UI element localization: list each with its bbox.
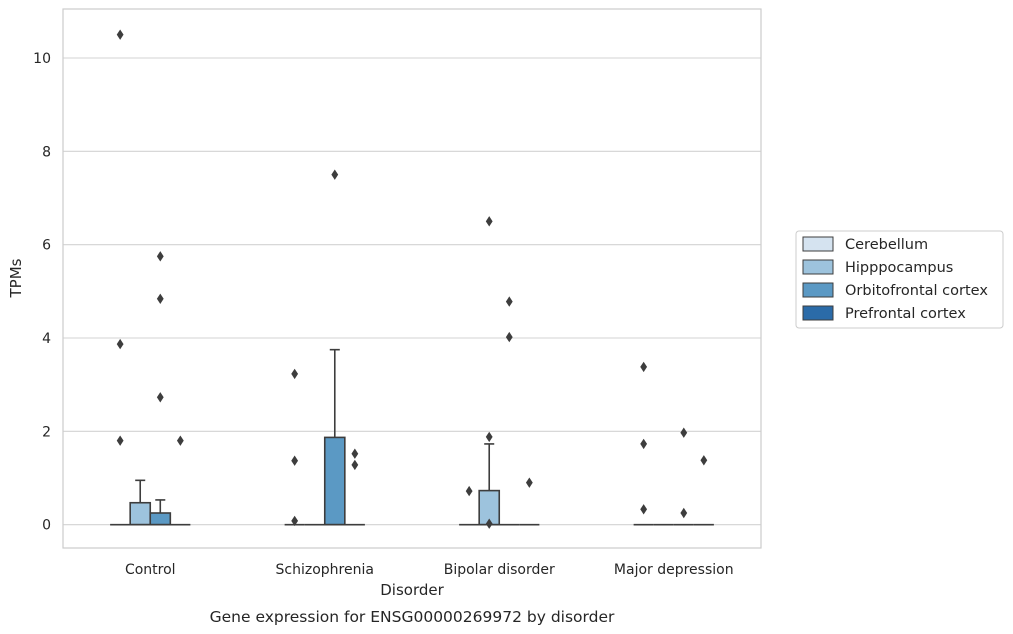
outlier-point [176, 435, 184, 446]
outlier-point [640, 504, 648, 515]
outlier-point [485, 216, 493, 227]
box-group [673, 427, 694, 526]
x-tick-label: Schizophrenia [276, 562, 374, 578]
outlier-point [331, 169, 339, 180]
outlier-point [525, 477, 533, 488]
outlier-point [116, 29, 124, 40]
legend-swatch [802, 236, 834, 252]
legend-label: Hipppocampus [845, 260, 953, 276]
outlier-point [640, 438, 648, 450]
outlier-point [351, 448, 359, 459]
box-group [633, 361, 654, 526]
box-group [284, 368, 305, 527]
box-group [129, 479, 152, 526]
legend-label: Prefrontal cortex [845, 306, 966, 322]
x-tick-label: Control [125, 562, 176, 578]
outlier-point [505, 296, 513, 307]
box [149, 512, 172, 526]
outlier-point [156, 251, 164, 262]
legend-frame [795, 230, 1004, 329]
box-group [170, 435, 191, 526]
outlier-point [485, 518, 493, 529]
box-group [110, 29, 131, 526]
box-group [693, 455, 714, 526]
x-tick-label: Major depression [614, 562, 734, 578]
y-tick-label: 8 [42, 144, 51, 160]
box-group [323, 169, 346, 526]
outlier-point [116, 338, 124, 350]
legend-swatch [802, 305, 834, 321]
plot-frame [62, 8, 762, 549]
outlier-point [680, 507, 688, 519]
legend-items: Cerebellum Hipppocampus Orbitofrontal cort… [802, 236, 988, 322]
y-tick-label: 0 [42, 518, 51, 534]
outlier-point [505, 331, 513, 343]
outlier-point [156, 293, 164, 304]
outlier-point [116, 435, 124, 446]
outlier-point [291, 368, 299, 380]
outlier-point [680, 427, 688, 438]
grid-lines [63, 57, 761, 526]
y-tick-labels: 0 2 4 6 8 10 [33, 51, 51, 534]
box-group [459, 485, 480, 526]
outlier-point [291, 515, 299, 527]
box-group [344, 448, 365, 526]
y-tick-label: 2 [42, 424, 51, 440]
outlier-point [291, 455, 299, 466]
y-tick-label: 10 [33, 51, 51, 67]
box-group [519, 477, 540, 526]
y-tick-label: 4 [42, 331, 51, 347]
box [129, 501, 152, 526]
legend-swatch [802, 282, 834, 298]
box-group [478, 216, 501, 529]
x-axis-label: Disorder [380, 581, 444, 599]
box-group [499, 296, 520, 526]
x-tick-labels: Control Schizophrenia Bipolar disorder Majo… [125, 562, 734, 578]
box-group [149, 251, 172, 526]
outlier-point [465, 485, 473, 497]
legend-label: Cerebellum [845, 237, 928, 253]
outlier-point [485, 431, 493, 443]
y-tick-label: 6 [42, 238, 51, 254]
x-tick-label: Bipolar disorder [444, 562, 555, 578]
box-plot-marks [110, 29, 714, 529]
box [323, 436, 346, 526]
y-axis-label: TPMs [7, 258, 25, 298]
outlier-point [700, 455, 708, 466]
chart-caption: Gene expression for ENSG00000269972 by d… [210, 608, 615, 626]
outlier-point [156, 392, 164, 403]
legend-label: Orbitofrontal cortex [845, 283, 988, 299]
outlier-point [640, 361, 648, 373]
legend-swatch [802, 259, 834, 275]
outlier-point [351, 459, 359, 471]
legend: Cerebellum Hipppocampus Orbitofrontal cort… [795, 230, 1004, 329]
